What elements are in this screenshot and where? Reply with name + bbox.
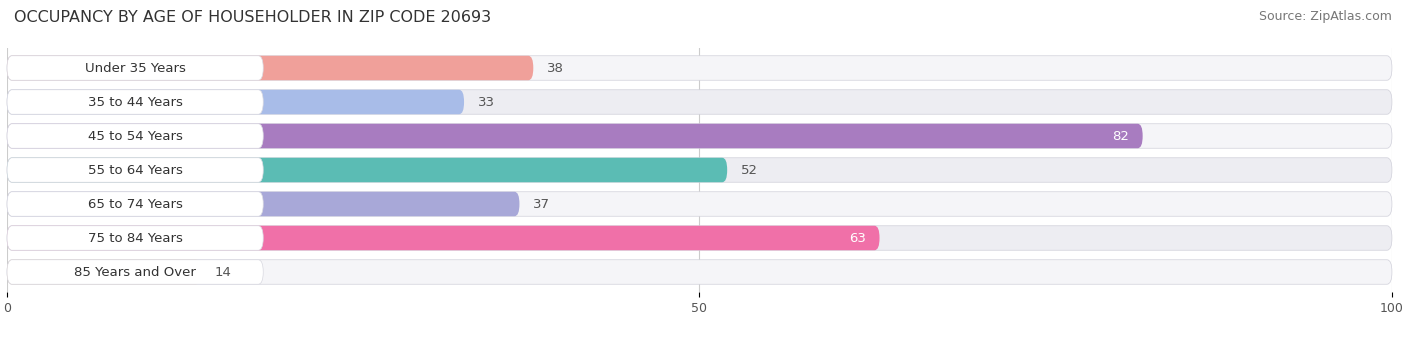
FancyBboxPatch shape — [7, 226, 263, 250]
FancyBboxPatch shape — [7, 260, 263, 284]
Text: Under 35 Years: Under 35 Years — [84, 62, 186, 74]
Text: 75 to 84 Years: 75 to 84 Years — [87, 232, 183, 244]
FancyBboxPatch shape — [7, 192, 263, 216]
FancyBboxPatch shape — [7, 90, 1392, 114]
Text: 45 to 54 Years: 45 to 54 Years — [87, 130, 183, 142]
FancyBboxPatch shape — [7, 158, 1392, 182]
FancyBboxPatch shape — [7, 260, 1392, 284]
Text: Source: ZipAtlas.com: Source: ZipAtlas.com — [1258, 10, 1392, 23]
Text: 37: 37 — [533, 198, 550, 210]
Text: OCCUPANCY BY AGE OF HOUSEHOLDER IN ZIP CODE 20693: OCCUPANCY BY AGE OF HOUSEHOLDER IN ZIP C… — [14, 10, 491, 25]
FancyBboxPatch shape — [7, 192, 519, 216]
Text: 14: 14 — [215, 266, 232, 278]
Text: 52: 52 — [741, 164, 758, 176]
FancyBboxPatch shape — [7, 260, 201, 284]
FancyBboxPatch shape — [7, 158, 727, 182]
Text: 82: 82 — [1112, 130, 1129, 142]
FancyBboxPatch shape — [7, 56, 263, 80]
FancyBboxPatch shape — [7, 158, 263, 182]
FancyBboxPatch shape — [7, 90, 263, 114]
Text: 35 to 44 Years: 35 to 44 Years — [87, 96, 183, 108]
Text: 85 Years and Over: 85 Years and Over — [75, 266, 195, 278]
FancyBboxPatch shape — [7, 124, 263, 148]
FancyBboxPatch shape — [7, 124, 1392, 148]
Text: 65 to 74 Years: 65 to 74 Years — [87, 198, 183, 210]
Text: 63: 63 — [849, 232, 866, 244]
FancyBboxPatch shape — [7, 56, 1392, 80]
FancyBboxPatch shape — [7, 226, 1392, 250]
FancyBboxPatch shape — [7, 56, 533, 80]
Text: 55 to 64 Years: 55 to 64 Years — [87, 164, 183, 176]
FancyBboxPatch shape — [7, 226, 880, 250]
FancyBboxPatch shape — [7, 124, 1143, 148]
FancyBboxPatch shape — [7, 90, 464, 114]
Text: 38: 38 — [547, 62, 564, 74]
Text: 33: 33 — [478, 96, 495, 108]
FancyBboxPatch shape — [7, 192, 1392, 216]
